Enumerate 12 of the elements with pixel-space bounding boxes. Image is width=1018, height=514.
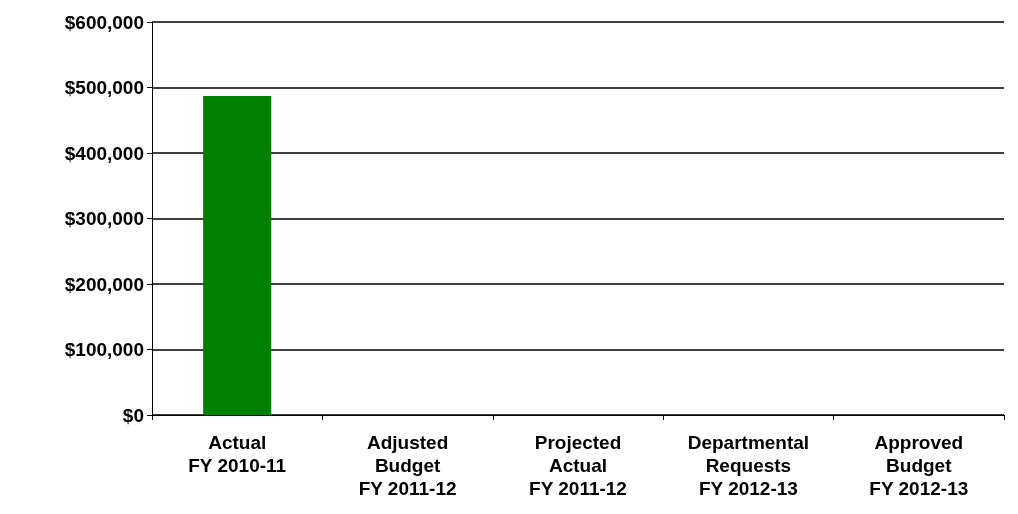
- y-tick-label: $200,000: [64, 273, 144, 295]
- x-tick-label: Departmental Requests FY 2012-13: [687, 432, 810, 499]
- x-tick-label: Actual FY 2010-11: [188, 432, 287, 476]
- y-tick-label: $300,000: [64, 208, 144, 229]
- x-tick-label: Projected Actual FY 2011-12: [529, 432, 627, 499]
- y-tick-label: $100,000: [64, 339, 144, 360]
- y-tick-label: $500,000: [64, 77, 144, 98]
- y-tick-label: $400,000: [64, 142, 144, 164]
- y-tick-label: $600,000: [64, 11, 144, 33]
- x-tick-label: Approved Budget FY 2012-13: [869, 432, 969, 499]
- x-tick-label: Adjusted Budget FY 2011-12: [358, 432, 457, 499]
- y-tick-label: $0: [122, 404, 144, 426]
